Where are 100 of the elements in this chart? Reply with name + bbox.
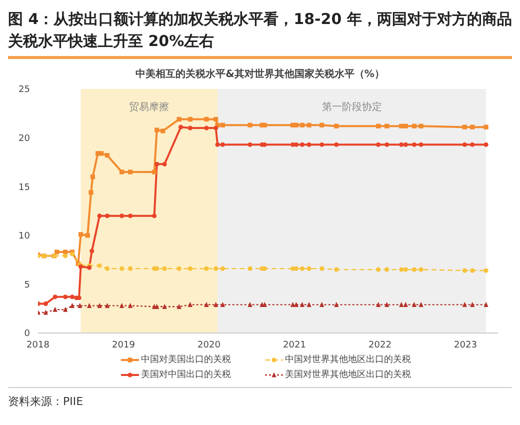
point [462,302,467,307]
text: 资料来源：PIIE [8,387,512,409]
point [470,124,475,130]
point [403,302,408,307]
point [220,122,225,128]
point [334,267,339,272]
point [248,122,252,128]
point [162,266,167,271]
point [484,142,488,147]
point [43,301,48,306]
point [104,302,110,308]
point [384,267,390,272]
point [403,124,408,128]
point [376,142,381,147]
point [418,124,424,128]
y-tick-label: 0 [24,329,30,340]
point [63,250,68,254]
point [97,263,102,268]
point [220,266,225,271]
x-tick-label: 2021 [283,340,306,350]
point [403,267,408,272]
point [320,266,324,271]
point [78,302,82,308]
point [162,162,167,166]
point [484,302,488,307]
point [462,142,467,147]
point [412,142,417,147]
point [320,142,324,147]
point [128,170,133,174]
point [470,302,475,307]
point [376,302,381,307]
point [294,122,299,128]
point [220,142,225,147]
point [306,302,312,307]
point [85,233,90,238]
point [300,266,304,271]
point [484,124,488,130]
point [418,142,424,147]
point [87,302,92,308]
point [128,266,133,271]
point [162,304,167,309]
x-tick-label: 2018 [26,340,50,350]
point [160,128,166,134]
point [384,302,390,307]
point [104,214,110,218]
point [412,267,417,272]
point [119,214,124,218]
point [54,250,60,254]
point [188,116,192,122]
point [43,310,48,315]
point [248,302,252,307]
point [320,302,324,307]
point [63,254,68,258]
point [220,302,225,307]
point [412,124,417,128]
y-tick-label: 25 [18,85,30,96]
point [119,266,124,271]
point [214,302,218,307]
point [399,267,404,272]
point [384,124,390,128]
chart-subtitle: 中美相互的关税水平&其对世界其他国家关税水平（%） [134,67,386,81]
point [399,302,404,307]
point [188,302,192,307]
point [176,304,182,309]
point [262,122,267,128]
point [52,306,58,312]
point [462,124,467,130]
point [215,142,220,147]
y-tick-label: 5 [24,280,30,290]
point [176,116,182,122]
x-tick-label: 2019 [112,340,136,350]
point [248,266,252,271]
point [204,126,209,130]
point [300,122,304,128]
point [320,122,324,128]
legend-label: 美国对中国出口的关税 [141,368,231,381]
point [470,268,475,273]
point [154,128,160,132]
point [334,302,339,307]
legend-label: 中国对世界其他地区出口的关税 [285,354,411,366]
point [306,266,312,271]
legend-label: 中国对美国出口的关税 [141,354,231,366]
point [300,142,304,147]
point [403,142,408,147]
point [63,294,68,300]
point [300,302,304,307]
point [376,124,381,128]
x-tick-label: 2022 [368,340,392,350]
point [104,153,110,158]
point [119,302,124,308]
x-tick-label: 2020 [198,340,221,350]
point [204,266,209,271]
point [204,302,209,307]
point [52,294,58,300]
point [152,214,157,218]
point [70,302,74,308]
point [88,190,94,195]
point [70,294,74,300]
point [119,170,124,174]
point [418,267,424,272]
